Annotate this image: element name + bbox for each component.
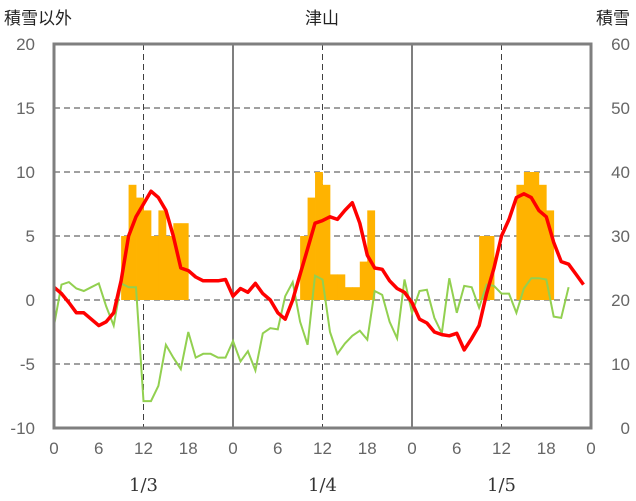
day-label: 1/5 [487,475,516,496]
day-labels: 1/3 1/4 1/5 [129,475,516,496]
right-tick-label: 20 [611,291,630,310]
right-tick-label: 10 [611,355,630,374]
x-ticks: 0 6 12 18 0 6 12 18 0 6 12 18 0 [49,439,595,458]
snow-bar [486,236,495,300]
right-tick-label: 50 [611,99,630,118]
x-tick-label: 0 [49,439,58,458]
left-y-ticks: 20 15 10 5 0 -5 -10 [10,35,35,438]
left-tick-label: -5 [20,355,35,374]
snow-bar [143,210,152,300]
snow-bar [344,287,353,300]
left-tick-label: 20 [16,35,35,54]
snow-bar [479,236,487,300]
left-tick-label: 15 [16,99,35,118]
snow-bar [337,274,346,300]
snow-bar [128,184,137,300]
left-tick-label: 5 [26,227,35,246]
right-tick-label: 0 [621,419,630,438]
left-tick-label: -10 [10,419,35,438]
right-tick-label: 40 [611,163,630,182]
x-tick-label: 18 [537,439,556,458]
snow-bar [359,261,368,300]
x-tick-label: 6 [452,439,461,458]
day-label: 1/4 [308,475,337,496]
snow-bar [322,184,331,300]
snow-bar [531,172,540,300]
left-tick-label: 0 [26,291,35,310]
x-tick-label: 6 [94,439,103,458]
x-tick-label: 0 [407,439,416,458]
snow-bars [121,172,555,300]
x-tick-label: 12 [313,439,332,458]
snow-bar [538,184,547,300]
snow-bar [173,223,182,300]
x-tick-label: 12 [134,439,153,458]
snow-bar [546,210,555,300]
snow-bar [315,172,323,300]
plot-frame [52,42,593,430]
station-name: 津山 [305,9,339,28]
right-axis-title: 積雪 [596,9,630,28]
snow-bar [329,274,338,300]
snow-bar [165,236,174,300]
snow-bar [150,236,159,300]
snow-bar [307,197,316,300]
snow-bar [367,210,376,300]
x-tick-label: 12 [492,439,511,458]
red-series-line [52,189,585,352]
x-tick-label: 0 [586,439,595,458]
day-label: 1/3 [129,475,158,496]
snow-bar [121,236,129,300]
x-tick-label: 0 [228,439,237,458]
snow-bar [136,197,144,300]
left-tick-label: 10 [16,163,35,182]
snow-bar [158,210,167,300]
x-tick-label: 18 [358,439,377,458]
snow-bar [523,172,532,300]
snow-bar [516,184,525,300]
x-tick-label: 18 [179,439,198,458]
snow-bar [180,223,189,300]
left-axis-title: 積雪以外 [4,9,72,28]
snow-bar [352,287,361,300]
right-tick-label: 30 [611,227,630,246]
snow-bar [300,236,308,300]
x-tick-label: 6 [273,439,282,458]
right-tick-label: 60 [611,35,630,54]
right-y-ticks: 60 50 40 30 20 10 0 [611,35,630,438]
